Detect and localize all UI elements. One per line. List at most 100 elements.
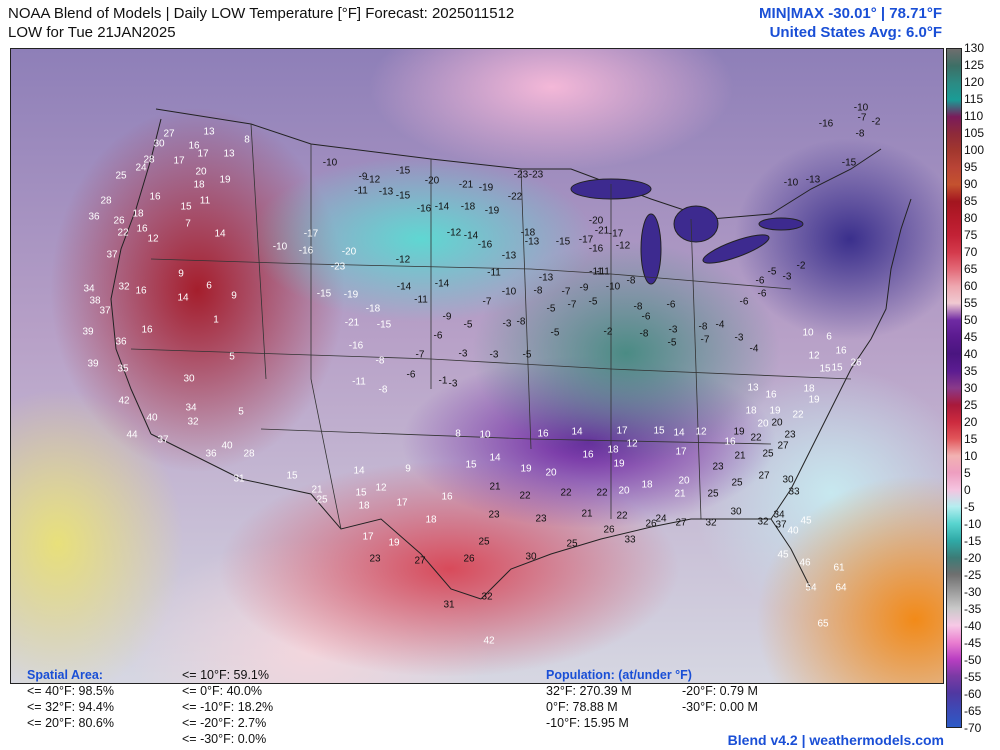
- temperature-value-label: -16: [477, 239, 493, 251]
- temperature-value-label: 23: [488, 509, 500, 521]
- temperature-value-label: -15: [841, 157, 857, 169]
- temperature-value-label: 18: [425, 514, 437, 526]
- temperature-value-label: 23: [535, 513, 547, 525]
- temperature-value-label: 6: [826, 331, 832, 343]
- colorbar-tick: -15: [964, 534, 982, 548]
- temperature-value-label: 12: [626, 438, 638, 450]
- temperature-value-label: 32: [481, 591, 493, 603]
- spatial-stat: <= 40°F: 98.5%: [27, 684, 114, 698]
- temperature-value-label: 7: [185, 218, 191, 230]
- temperature-value-label: 16: [135, 285, 147, 297]
- colorbar-tick: 60: [964, 279, 978, 293]
- temperature-value-label: -14: [434, 201, 450, 213]
- temperature-value-label: 44: [126, 429, 138, 441]
- spatial-area-block-2: <= 10°F: 59.1% <= 0°F: 40.0% <= -10°F: 1…: [182, 667, 273, 747]
- temperature-value-label: 12: [695, 426, 707, 438]
- temperature-value-label: -16: [818, 118, 834, 130]
- temperature-value-label: 25: [731, 477, 743, 489]
- temperature-value-label: 27: [163, 128, 175, 140]
- temperature-value-label: -19: [484, 205, 500, 217]
- temperature-value-label: -4: [715, 319, 725, 331]
- temperature-value-label: 11: [199, 195, 211, 207]
- us-mexico-border: [150, 433, 482, 600]
- temperature-value-label: -3: [502, 318, 512, 330]
- temperature-value-label: 25: [316, 494, 328, 506]
- temperature-value-label: -3: [782, 271, 792, 283]
- temperature-value-label: -12: [446, 227, 462, 239]
- lake-huron: [673, 205, 719, 243]
- temperature-value-label: 14: [214, 228, 226, 240]
- temperature-value-label: -14: [463, 230, 479, 242]
- map-title: NOAA Blend of Models | Daily LOW Tempera…: [8, 4, 514, 42]
- temperature-value-label: -6: [433, 330, 443, 342]
- temperature-value-label: -14: [434, 278, 450, 290]
- temperature-value-label: 27: [758, 470, 770, 482]
- temperature-value-label: -21: [594, 225, 610, 237]
- temperature-value-label: -13: [538, 272, 554, 284]
- temperature-value-label: 65: [817, 618, 829, 630]
- temperature-value-label: 24: [135, 162, 147, 174]
- temperature-value-label: 30: [730, 506, 742, 518]
- temperature-value-label: 16: [441, 491, 453, 503]
- temperature-value-label: -10: [272, 241, 288, 253]
- temperature-value-label: 25: [762, 448, 774, 460]
- lake-michigan: [640, 213, 662, 285]
- temperature-value-label: 18: [358, 500, 370, 512]
- colorbar-tick: -30: [964, 585, 982, 599]
- colorbar-tick: 5: [964, 466, 971, 480]
- temperature-value-label: 5: [238, 406, 244, 418]
- temperature-value-label: 30: [153, 138, 165, 150]
- temperature-value-label: -6: [641, 311, 651, 323]
- temperature-value-label: -11: [589, 266, 603, 278]
- temperature-value-label: 37: [775, 519, 787, 531]
- credit-footer: Blend v4.2 | weathermodels.com: [727, 732, 944, 748]
- temperature-value-label: -2: [603, 326, 613, 338]
- temperature-value-label: 30: [183, 373, 195, 385]
- temperature-value-label: 20: [771, 417, 783, 429]
- temperature-value-label: -10: [322, 157, 338, 169]
- temperature-value-label: 37: [157, 434, 169, 446]
- colorbar-tick: 100: [964, 143, 985, 157]
- temperature-value-label: -20: [341, 246, 357, 258]
- temperature-value-label: 13: [223, 148, 235, 160]
- temperature-value-label: -19: [478, 182, 494, 194]
- temperature-value-label: -10: [501, 286, 517, 298]
- temperature-value-label: 14: [353, 465, 365, 477]
- temperature-value-label: 36: [115, 336, 127, 348]
- population-stat: -20°F: 0.79 M: [682, 684, 758, 698]
- colorbar-tick: 80: [964, 211, 978, 225]
- temperature-value-label: 9: [231, 290, 237, 302]
- temperature-value-label: -8: [516, 316, 526, 328]
- colorbar-tick: 75: [964, 228, 978, 242]
- temperature-value-label: -13: [378, 186, 394, 198]
- temperature-value-label: -2: [871, 116, 881, 128]
- colorbar-tick: 90: [964, 177, 978, 191]
- colorbar-tick: 130: [964, 41, 985, 55]
- temperature-value-label: 35: [117, 363, 129, 375]
- east-coastline: [770, 198, 912, 520]
- temperature-value-label: -19: [343, 289, 359, 301]
- map-summary: MIN|MAX -30.01° | 78.71°F United States …: [759, 4, 942, 42]
- temperature-value-label: 27: [777, 440, 789, 452]
- colorbar-tick: 110: [964, 109, 984, 123]
- temperature-value-label: 20: [195, 166, 207, 178]
- temperature-value-label: 15: [653, 425, 665, 437]
- temperature-value-label: -5: [522, 349, 532, 361]
- temperature-value-label: 16: [141, 324, 153, 336]
- temperature-value-label: -23: [513, 169, 529, 181]
- colorbar-tick: 125: [964, 58, 985, 72]
- temperature-value-label: 15: [819, 363, 831, 375]
- temperature-value-label: -13: [805, 174, 821, 186]
- temperature-value-label: 15: [180, 201, 192, 213]
- temperature-value-label: -7: [700, 334, 710, 346]
- population-stat: 0°F: 78.88 M: [546, 700, 618, 714]
- colorbar-tick: -40: [964, 619, 982, 633]
- temperature-value-label: -20: [588, 215, 604, 227]
- colorbar-tick: 25: [964, 398, 978, 412]
- temperature-value-label: 22: [519, 490, 531, 502]
- colorbar-tick: 55: [964, 296, 978, 310]
- temperature-value-label: 19: [769, 405, 781, 417]
- colorbar-tick: 0: [964, 483, 971, 497]
- temperature-value-label: 39: [87, 358, 99, 370]
- colorbar-tick: -5: [964, 500, 975, 514]
